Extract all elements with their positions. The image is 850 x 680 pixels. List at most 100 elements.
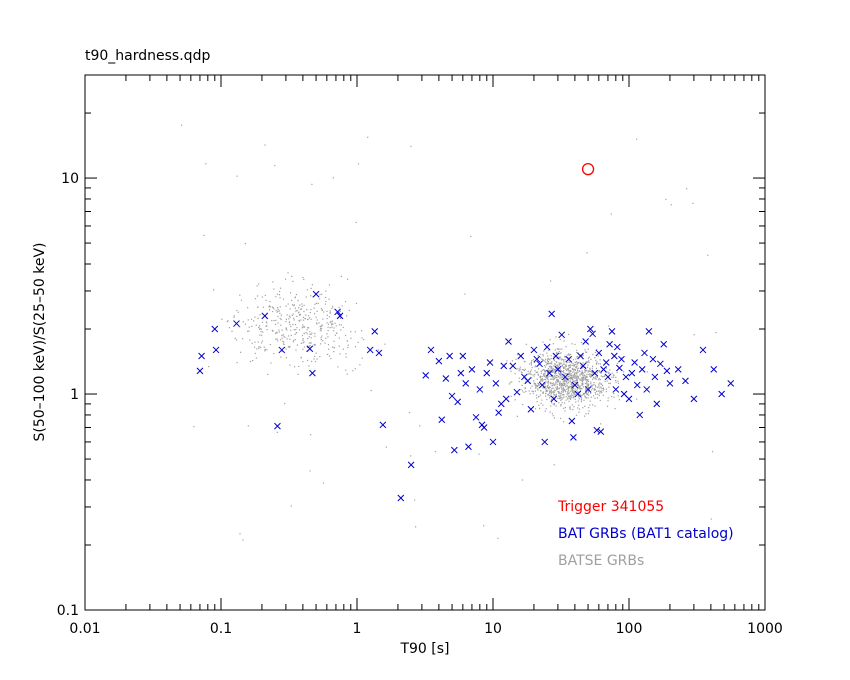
batse-point xyxy=(558,391,560,393)
batse-point xyxy=(273,308,275,310)
batse-point xyxy=(277,310,279,313)
batse-point xyxy=(271,311,274,313)
batse-point xyxy=(549,375,551,377)
batse-point xyxy=(577,367,580,369)
bat-point xyxy=(468,366,476,373)
batse-point xyxy=(277,315,279,318)
batse-point xyxy=(261,296,264,298)
batse-point xyxy=(320,330,322,332)
bat-point xyxy=(274,422,281,430)
batse-point xyxy=(523,374,525,377)
batse-point xyxy=(555,372,557,374)
batse-point xyxy=(598,385,600,387)
batse-point xyxy=(277,307,279,309)
batse-point xyxy=(556,388,558,390)
batse-point xyxy=(576,351,578,354)
batse-points-layer xyxy=(180,124,717,541)
batse-point xyxy=(326,333,328,335)
batse-point xyxy=(552,370,554,372)
batse-point xyxy=(255,357,257,359)
batse-point xyxy=(551,382,553,385)
bat-point-stroke xyxy=(682,377,689,385)
batse-point xyxy=(566,368,569,370)
batse-point xyxy=(530,364,533,366)
batse-point xyxy=(581,370,583,372)
batse-point xyxy=(564,364,567,366)
batse-point xyxy=(556,367,558,369)
batse-point xyxy=(320,307,322,310)
bat-point-stroke xyxy=(606,340,613,348)
batse-point xyxy=(595,362,598,364)
batse-point xyxy=(558,402,560,404)
batse-point xyxy=(306,346,308,348)
batse-point xyxy=(287,346,289,348)
batse-point xyxy=(308,345,310,347)
bat-point xyxy=(641,349,648,357)
batse-point xyxy=(316,310,318,312)
bat-point xyxy=(502,395,510,403)
bat-point-stroke xyxy=(571,381,579,389)
batse-point xyxy=(327,329,329,332)
batse-point xyxy=(590,371,592,373)
batse-point xyxy=(563,383,565,385)
bat-point xyxy=(558,331,566,339)
batse-point xyxy=(574,377,576,379)
batse-point xyxy=(547,385,549,387)
batse-point xyxy=(595,359,597,361)
batse-point xyxy=(546,398,548,401)
batse-point xyxy=(545,346,547,348)
bat-point-stroke xyxy=(577,352,584,360)
batse-point xyxy=(569,354,571,356)
batse-point xyxy=(578,411,580,413)
batse-point xyxy=(536,400,538,403)
batse-point xyxy=(233,315,235,317)
batse-point xyxy=(286,314,288,316)
bat-point xyxy=(561,373,569,381)
batse-point xyxy=(585,389,587,392)
batse-point xyxy=(255,324,257,326)
batse-point xyxy=(529,373,531,375)
batse-point xyxy=(594,397,596,399)
batse-point xyxy=(560,374,562,376)
batse-point xyxy=(587,390,589,392)
batse-point xyxy=(333,347,335,349)
batse-point xyxy=(594,357,596,359)
bat-point-stroke xyxy=(198,352,205,360)
batse-point xyxy=(543,372,545,375)
batse-point xyxy=(320,339,322,341)
batse-point xyxy=(578,404,580,406)
batse-point xyxy=(608,376,610,378)
batse-point xyxy=(608,325,610,327)
batse-point xyxy=(581,355,583,357)
batse-point xyxy=(582,383,584,385)
batse-point xyxy=(553,378,555,380)
batse-point xyxy=(580,372,582,374)
batse-point xyxy=(565,385,567,387)
bat-point xyxy=(591,369,599,377)
bat-point xyxy=(570,434,577,441)
batse-point xyxy=(574,374,576,376)
batse-point xyxy=(599,363,602,365)
batse-point xyxy=(556,385,558,388)
bat-point-stroke xyxy=(604,373,612,381)
batse-point xyxy=(568,392,571,394)
batse-point xyxy=(557,379,559,381)
batse-point xyxy=(585,397,587,399)
bat-point-stroke xyxy=(613,343,621,351)
bat-point xyxy=(524,377,532,385)
batse-point xyxy=(264,350,266,352)
batse-point xyxy=(582,407,584,409)
batse-point xyxy=(367,136,369,138)
batse-point xyxy=(327,326,329,328)
batse-point xyxy=(281,337,283,339)
batse-point xyxy=(557,348,559,350)
batse-point xyxy=(569,370,571,372)
batse-point xyxy=(555,352,557,354)
batse-point xyxy=(266,349,268,351)
batse-point xyxy=(577,383,579,386)
batse-point xyxy=(250,318,253,320)
bat-point xyxy=(536,360,543,368)
batse-point xyxy=(587,380,590,382)
batse-point xyxy=(308,365,310,367)
batse-point xyxy=(547,383,549,385)
